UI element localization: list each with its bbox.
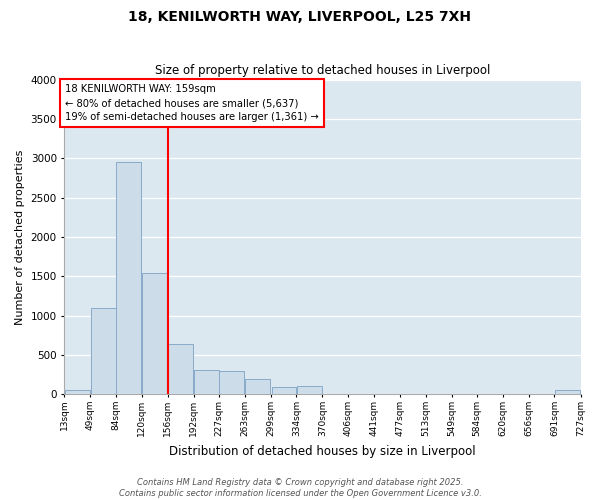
Bar [142,273,167,394]
Text: 18 KENILWORTH WAY: 159sqm
← 80% of detached houses are smaller (5,637)
19% of se: 18 KENILWORTH WAY: 159sqm ← 80% of detac… [65,84,319,122]
Bar [297,386,322,394]
Bar [220,371,244,394]
Bar [194,370,219,394]
Text: 18, KENILWORTH WAY, LIVERPOOL, L25 7XH: 18, KENILWORTH WAY, LIVERPOOL, L25 7XH [128,10,472,24]
Text: Contains HM Land Registry data © Crown copyright and database right 2025.
Contai: Contains HM Land Registry data © Crown c… [119,478,481,498]
Title: Size of property relative to detached houses in Liverpool: Size of property relative to detached ho… [155,64,490,77]
X-axis label: Distribution of detached houses by size in Liverpool: Distribution of detached houses by size … [169,444,476,458]
Bar [245,379,271,394]
Bar [272,386,296,394]
Bar [168,344,193,394]
Bar [65,390,90,394]
Y-axis label: Number of detached properties: Number of detached properties [15,149,25,324]
Bar [116,162,141,394]
Bar [91,308,116,394]
Bar [555,390,580,394]
